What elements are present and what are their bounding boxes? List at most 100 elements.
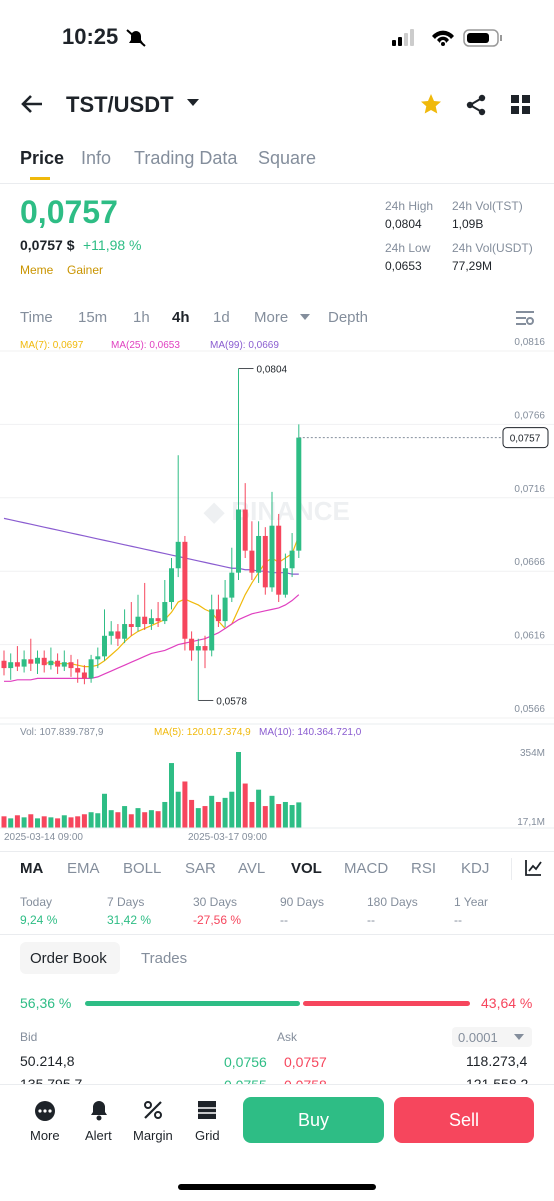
volume-bar: [122, 806, 128, 828]
candle-body: [81, 672, 87, 679]
volume-bar: [256, 789, 262, 828]
candle-body: [1, 660, 7, 669]
precision[interactable]: 0.0001: [458, 1030, 498, 1045]
perf-value: 9,24 %: [20, 913, 58, 927]
indicator[interactable]: KDJ: [461, 860, 490, 877]
perf-value: 31,42 %: [107, 913, 152, 927]
candle-body: [142, 616, 148, 625]
bottom-item[interactable]: Alert: [85, 1128, 112, 1143]
indicator[interactable]: BOLL: [123, 860, 162, 877]
candle-body: [289, 550, 295, 569]
bid-price: 0,0756: [224, 1054, 267, 1070]
pair-dropdown[interactable]: [186, 98, 200, 108]
candle-body: [182, 541, 188, 639]
candle-body: [55, 660, 61, 667]
volume-bar: [269, 795, 275, 828]
indicator-settings[interactable]: [524, 859, 542, 877]
volume-bar: [195, 808, 201, 828]
candle-body: [155, 618, 161, 622]
interval[interactable]: 15m: [78, 309, 108, 326]
tab[interactable]: Trading Data: [134, 148, 238, 168]
y-tick-label: 0,0716: [514, 484, 545, 495]
perf-label: 30 Days: [193, 895, 238, 909]
sell-button[interactable]: Sell: [394, 1097, 534, 1143]
indicator[interactable]: RSI: [411, 860, 437, 877]
candle-body: [35, 657, 40, 664]
indicator[interactable]: EMA: [67, 860, 100, 877]
ma-legend: MA(7): 0,0697: [20, 340, 84, 351]
volume-bar: [175, 791, 181, 828]
price-change: +11,98 %: [83, 237, 142, 253]
order-tab[interactable]: Order Book: [30, 950, 107, 967]
divider: [0, 934, 554, 935]
candle-body: [135, 616, 141, 627]
ask-amount: 118.273,4: [466, 1053, 528, 1069]
share-button[interactable]: [465, 94, 487, 116]
margin-icon[interactable]: [143, 1100, 163, 1120]
stat-label: 24h Vol(TST): [452, 199, 523, 213]
grid-icon[interactable]: [197, 1100, 217, 1120]
chart-settings[interactable]: [515, 309, 535, 327]
x-label: 2025-03-17 09:00: [188, 832, 267, 843]
tab[interactable]: Info: [81, 148, 112, 168]
favorite-star[interactable]: [420, 93, 442, 115]
volume-bar: [276, 804, 282, 828]
volume-bar: [289, 805, 295, 828]
interval[interactable]: 1d: [213, 309, 230, 326]
volume-bar: [182, 781, 188, 828]
candle-body: [108, 631, 114, 636]
interval[interactable]: More: [254, 309, 289, 326]
candle-body: [122, 624, 128, 639]
buy-button[interactable]: Buy: [243, 1097, 384, 1143]
interval[interactable]: Time: [20, 309, 53, 326]
interval[interactable]: 4h: [172, 309, 190, 326]
interval[interactable]: 1h: [133, 309, 150, 326]
candle-body: [102, 635, 107, 657]
volume-bar: [102, 793, 107, 828]
status-icons: [392, 29, 502, 47]
indicator[interactable]: SAR: [185, 860, 216, 877]
tab[interactable]: Square: [258, 148, 317, 168]
stat-value: 1,09B: [452, 217, 484, 231]
ma-legend: MA(25): 0,0653: [111, 340, 180, 351]
volume-bar: [61, 815, 67, 828]
watermark: ◆ BINANCE: [203, 496, 350, 526]
perf-label: 1 Year: [454, 895, 489, 909]
volume-bar: [162, 801, 168, 828]
bottom-item[interactable]: Margin: [133, 1128, 173, 1143]
candle-body: [189, 638, 195, 651]
perf-label: Today: [20, 895, 53, 909]
tag[interactable]: Gainer: [67, 263, 104, 277]
precision-select[interactable]: [452, 1027, 532, 1047]
indicator[interactable]: MA: [20, 860, 44, 877]
volume-bar: [21, 817, 27, 828]
order-tab[interactable]: Trades: [141, 950, 188, 967]
candle-body: [256, 535, 262, 573]
ma-line: [44, 535, 300, 668]
indicator[interactable]: VOL: [291, 860, 322, 877]
candle-body: [88, 659, 94, 679]
indicator[interactable]: MACD: [344, 860, 389, 877]
interval[interactable]: Depth: [328, 309, 369, 326]
tab[interactable]: Price: [20, 148, 65, 168]
volume-bar: [55, 818, 61, 828]
back-button[interactable]: [20, 94, 44, 114]
ask-ratio: 43,64 %: [481, 995, 533, 1011]
bottom-item[interactable]: More: [30, 1128, 60, 1143]
y-tick-label: 0,0566: [514, 704, 545, 715]
candle-body: [236, 509, 241, 573]
volume-bar: [28, 814, 34, 828]
candle-body: [215, 609, 221, 622]
price-tag-label: 0,0757: [510, 434, 541, 445]
more-icon[interactable]: [34, 1100, 56, 1122]
alert-icon[interactable]: [89, 1099, 109, 1121]
perf-value: -27,56 %: [193, 913, 242, 927]
pair-title[interactable]: TST/USDT: [66, 92, 174, 117]
candle-body: [162, 602, 168, 622]
tag[interactable]: Meme: [20, 263, 54, 277]
indicator[interactable]: AVL: [238, 860, 266, 877]
layout-button[interactable]: [511, 95, 531, 115]
bottom-item[interactable]: Grid: [195, 1128, 220, 1143]
candle-body: [249, 550, 255, 573]
